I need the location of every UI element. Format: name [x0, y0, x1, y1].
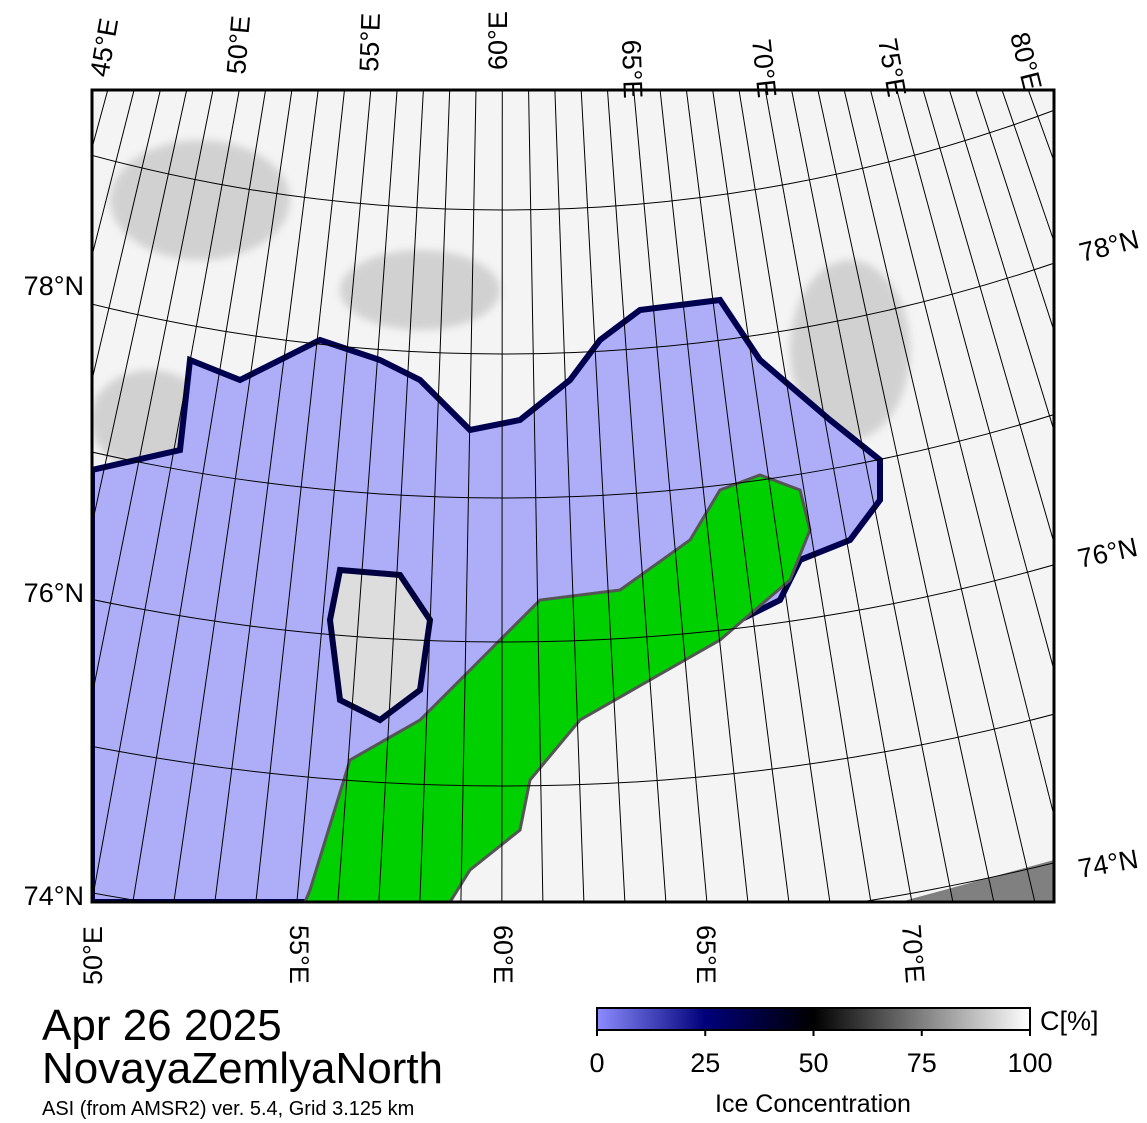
colorbar-tick-label: 100 [1007, 1048, 1052, 1078]
date: Apr 26 2025 [42, 1001, 282, 1050]
meridian [606, 90, 667, 902]
lat-label: 78°N [24, 271, 84, 301]
colorbar-label: Ice Concentration [715, 1090, 911, 1118]
lon-label: 45°E [84, 16, 124, 79]
region: NovayaZemlyaNorth [42, 1044, 443, 1093]
meridian [843, 90, 1036, 902]
meridian [501, 90, 503, 902]
lon-label: 80°E [1004, 29, 1047, 93]
meridian [460, 90, 477, 902]
meridian [791, 90, 954, 902]
lat-label: 74°N [24, 881, 84, 911]
meridian [896, 90, 1054, 672]
lat-label: 74°N [1076, 844, 1141, 884]
meridian [92, 90, 240, 902]
lon-label: 70°E [896, 923, 930, 984]
parallel [0, 0, 1147, 66]
map-frame [90, 88, 1056, 904]
lon-label: 50°E [221, 14, 256, 75]
source: ASI (from AMSR2) ver. 5.4, Grid 3.125 km [42, 1098, 414, 1120]
meridian [580, 90, 626, 902]
colorbar-tick-label: 0 [589, 1048, 604, 1078]
lat-label: 78°N [1076, 224, 1142, 268]
colorbar-unit: C[%] [1040, 1006, 1099, 1036]
meridian [712, 90, 831, 902]
meridian [296, 90, 372, 902]
meridian [378, 90, 424, 902]
colorbar-tick-label: 50 [798, 1048, 828, 1078]
meridian [419, 90, 451, 902]
lat-label: 76°N [1075, 532, 1140, 574]
meridian [92, 90, 214, 699]
meridian [337, 90, 398, 902]
colorbar-tick-label: 75 [907, 1048, 937, 1078]
map-area [0, 0, 1147, 902]
lon-label: 65°E [691, 925, 721, 984]
meridian [173, 90, 293, 902]
meridian [764, 90, 913, 902]
parallel [92, 109, 1054, 211]
lon-label: 60°E [488, 925, 518, 984]
meridian [255, 90, 345, 902]
meridian [528, 90, 544, 902]
lon-label: 60°E [483, 11, 513, 70]
ice-patch [326, 566, 434, 724]
graticule [0, 0, 1147, 902]
lon-label: 50°E [78, 926, 108, 985]
meridian [132, 90, 267, 902]
meridian [214, 90, 319, 902]
meridian [659, 90, 749, 902]
colorbar-tick-label: 25 [690, 1048, 720, 1078]
colorbar [596, 1007, 1031, 1031]
lon-label: 70°E [746, 37, 782, 99]
lon-label: 65°E [616, 39, 648, 99]
meridian [633, 90, 708, 902]
meridian [738, 90, 872, 902]
meridian [817, 90, 995, 902]
lat-label: 76°N [24, 578, 84, 608]
lon-label: 55°E [284, 925, 314, 984]
meridian [554, 90, 585, 902]
meridian [685, 90, 790, 902]
lon-label: 55°E [354, 12, 386, 72]
meridian [869, 90, 1054, 818]
land [900, 860, 1054, 902]
